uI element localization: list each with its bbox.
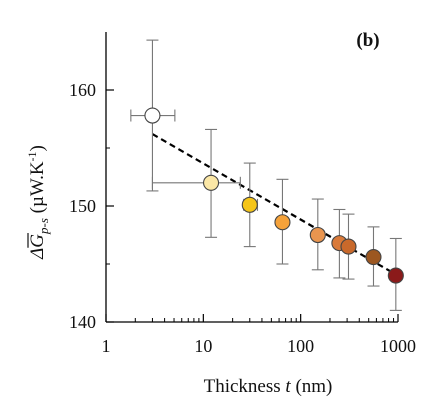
y-tick-label: 160: [69, 80, 96, 100]
y-tick-label: 140: [69, 312, 96, 332]
y-tick-label: 150: [69, 196, 96, 216]
data-point: [340, 238, 357, 255]
x-axis-title-prefix: Thickness: [204, 376, 286, 397]
fit-line-group: [151, 133, 397, 276]
x-axis-title-suffix: (nm): [291, 376, 333, 397]
y-axis-title-group: ΔGp-s (µW.K-1): [25, 145, 51, 260]
data-point: [241, 196, 258, 213]
y-axis-title-subscript: p-s: [36, 218, 51, 235]
data-point: [202, 174, 220, 191]
data-point: [309, 226, 326, 244]
x-tick-label: 100: [287, 336, 314, 356]
fit-line: [151, 133, 397, 276]
x-axis-ticks: 1 10 100 1000: [102, 314, 416, 356]
y-axis-ticks: 140 150 160: [69, 80, 114, 332]
data-point: [365, 248, 382, 266]
x-axis-title: Thickness t (nm): [204, 376, 333, 397]
y-axis-title-exp: -1: [25, 151, 39, 161]
data-point: [144, 107, 161, 124]
x-tick-label: 10: [194, 336, 212, 356]
data-point: [274, 214, 291, 231]
y-axis-title-units: (µW.K: [27, 161, 48, 218]
y-axis-title: ΔGp-s (µW.K-1): [25, 145, 51, 260]
error-bars: [130, 39, 402, 311]
y-axis-title-close: ): [27, 145, 48, 151]
data-point: [387, 267, 404, 284]
x-tick-label: 1: [102, 336, 111, 356]
panel-label: (b): [356, 30, 379, 51]
y-axis-title-symbol: ΔG: [27, 234, 48, 260]
plot-frame: [105, 32, 398, 323]
data-points: [144, 107, 404, 284]
x-axis-title-var: t: [285, 376, 291, 397]
x-tick-label: 1000: [380, 336, 416, 356]
